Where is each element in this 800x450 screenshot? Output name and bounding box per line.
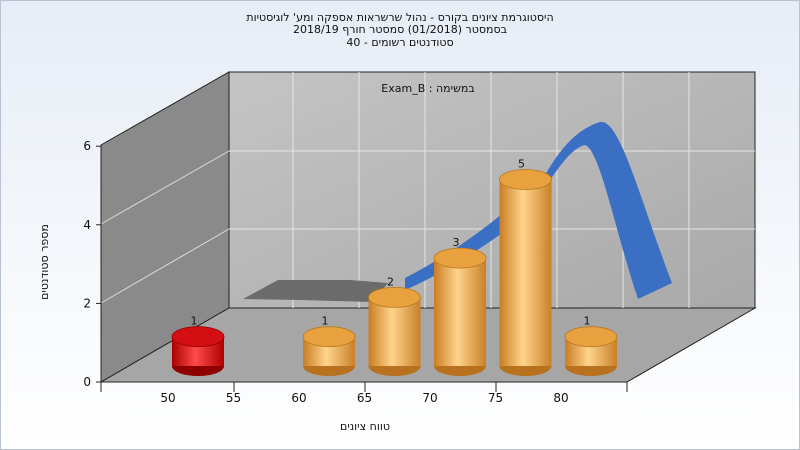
exam-annotation: Exam_B : במשימה	[381, 82, 474, 95]
chart-enrolled: סטודנטים רשומים - 40	[346, 36, 454, 49]
bar-value-label: 3	[453, 236, 460, 249]
x-tick-label: 70	[422, 391, 437, 405]
y-tick-label: 0	[83, 375, 91, 389]
x-tick-label: 65	[357, 391, 372, 405]
x-tick-label: 60	[291, 391, 306, 405]
y-axis-label: מספר סטודנטים	[38, 224, 51, 300]
bar-value-label: 1	[584, 315, 591, 328]
bars: 1 1 2 3 5 1	[171, 158, 618, 376]
x-tick-label: 55	[226, 391, 241, 405]
histogram-bar: 3	[433, 236, 487, 376]
histogram-bar: 1	[302, 315, 356, 376]
chart-title: היסטוגרמת ציונים בקורס - נהול שרשראות אס…	[246, 11, 554, 24]
histogram-bar: 1	[171, 315, 225, 376]
back-wall	[228, 71, 756, 309]
histogram-bar: 2	[368, 275, 421, 376]
trend-ribbon	[405, 121, 672, 299]
bar-value-label: 2	[387, 275, 394, 288]
x-tick-label: 50	[160, 391, 175, 405]
histogram-bar: 1	[564, 315, 618, 376]
x-tick-label: 80	[553, 391, 568, 405]
x-axis-label: טווח ציונים	[340, 420, 390, 433]
y-tick-label: 6	[83, 139, 91, 153]
left-wall-grid	[100, 150, 230, 304]
bar-value-label: 1	[322, 315, 329, 328]
axes: 0 2 4 6 50 55 60 65 70 75 80	[83, 139, 628, 405]
histogram-bar: 5	[499, 158, 552, 376]
x-tick-label: 75	[488, 391, 503, 405]
y-tick-label: 4	[83, 218, 91, 232]
chart-subtitle: בסמסטר (01/2018) סמסטר חורף 2018/19	[293, 23, 507, 36]
bar-value-label: 5	[518, 158, 525, 171]
y-tick-label: 2	[83, 296, 91, 310]
trend-shadow-segment	[243, 280, 388, 302]
bar-value-label: 1	[191, 315, 198, 328]
